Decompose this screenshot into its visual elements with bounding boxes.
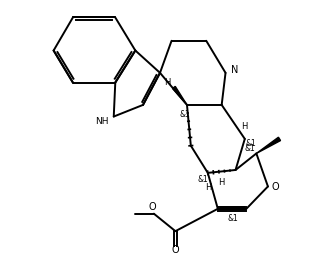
- Text: N: N: [231, 65, 238, 75]
- Polygon shape: [172, 86, 187, 105]
- Text: O: O: [272, 182, 279, 193]
- Text: H: H: [242, 122, 248, 131]
- Text: NH: NH: [95, 117, 109, 126]
- Text: &1: &1: [245, 144, 256, 153]
- Text: &1: &1: [245, 139, 256, 148]
- Text: O: O: [148, 202, 156, 212]
- Text: H: H: [205, 183, 212, 192]
- Text: &1: &1: [179, 110, 190, 119]
- Polygon shape: [256, 137, 281, 153]
- Text: &1: &1: [197, 175, 208, 184]
- Text: O: O: [172, 245, 179, 254]
- Text: H: H: [219, 178, 225, 187]
- Text: &1: &1: [228, 214, 239, 223]
- Text: H: H: [164, 78, 171, 87]
